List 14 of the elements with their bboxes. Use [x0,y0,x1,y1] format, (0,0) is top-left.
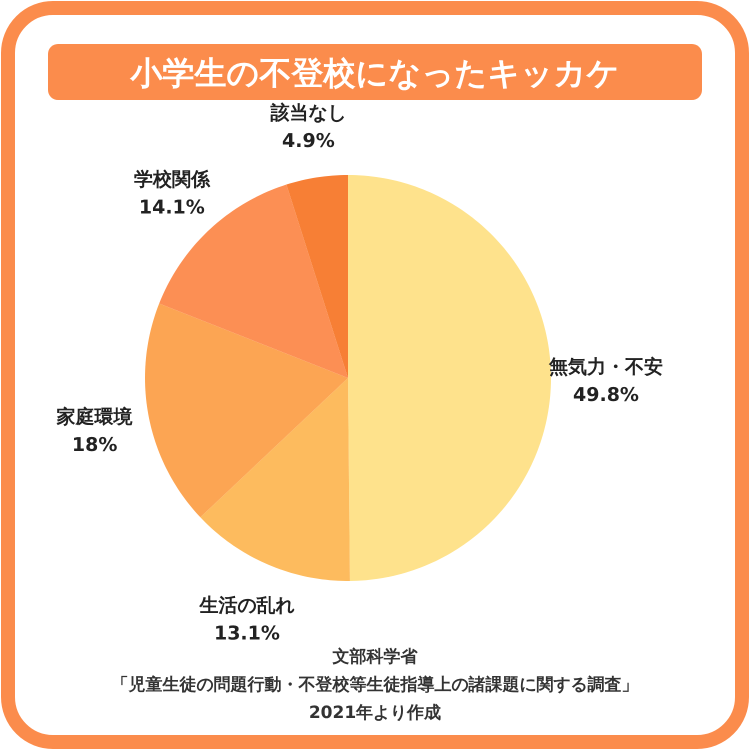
data-label: 4.9% [282,130,335,152]
data-label: 14.1% [138,196,205,219]
text: 「児童生徒の問題行動・不登校等生徒指導上の諸課題に関する調査」 [112,675,638,695]
slice-label: 該当なし [269,102,346,124]
chart-title: 小学生の不登校になったキッカケ [130,54,620,92]
data-label: 13.1% [214,622,280,644]
text: 2021年より作成 [308,703,442,723]
slice-label: 生活の乱れ [198,594,294,616]
slice-label: 学校関係 [134,168,211,191]
data-label: 49.8% [573,384,639,406]
slice-label: 家庭環境 [56,406,133,428]
slice-label: 無気力・不安 [548,356,663,378]
text: 文部科学省 [332,647,418,667]
data-label: 18% [72,434,118,456]
